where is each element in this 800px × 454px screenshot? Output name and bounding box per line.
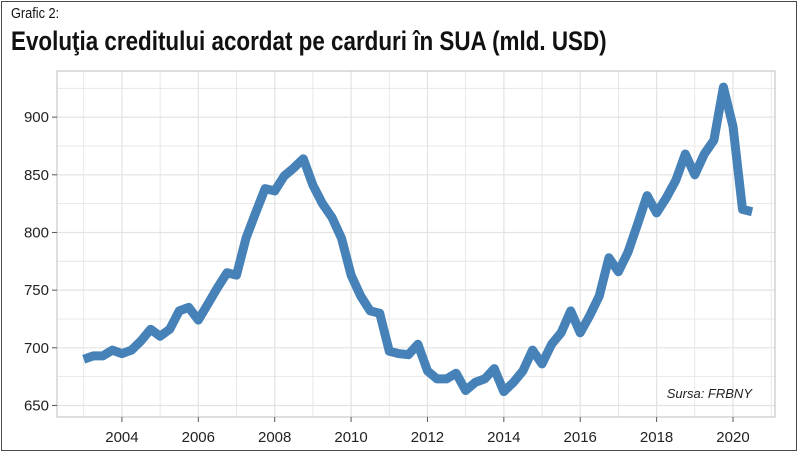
x-tick-label: 2012 [411, 429, 444, 446]
x-tick-label: 2016 [564, 429, 597, 446]
x-tick-label: 2018 [640, 429, 673, 446]
plot-area [56, 70, 776, 418]
x-tick-label: 2004 [105, 429, 138, 446]
series-line [82, 82, 754, 397]
x-tick-label: 2014 [487, 429, 520, 446]
axes: 650 700 750 800 850 900 2004 2006 2008 2010 2012 20… [24, 109, 750, 446]
x-tick-label: 2020 [716, 429, 749, 446]
chart-title: Evoluţia creditului acordat pe carduri î… [11, 26, 607, 56]
grid [57, 71, 775, 417]
source-note: Sursa: FRBNY [667, 386, 754, 401]
series [82, 82, 754, 397]
x-tick-label: 2006 [182, 429, 215, 446]
x-tick-label: 2008 [258, 429, 291, 446]
x-tick-label: 2010 [334, 429, 367, 446]
figure-label: Grafic 2: [11, 5, 60, 22]
y-tick-label: 750 [24, 282, 49, 299]
y-tick-label: 650 [24, 397, 49, 414]
y-tick-label: 900 [24, 109, 49, 126]
y-tick-label: 700 [24, 340, 49, 357]
y-tick-label: 850 [24, 167, 49, 184]
y-tick-label: 800 [24, 224, 49, 241]
